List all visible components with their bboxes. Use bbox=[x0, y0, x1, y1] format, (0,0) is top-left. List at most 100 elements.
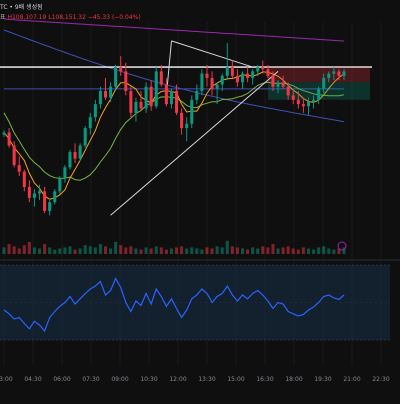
candle-body bbox=[327, 73, 331, 78]
candle-body bbox=[342, 71, 346, 76]
candle-body bbox=[266, 69, 270, 76]
volume-bar bbox=[306, 248, 310, 254]
volume-bar bbox=[83, 245, 87, 254]
volume-bar bbox=[205, 247, 209, 254]
candle-body bbox=[68, 152, 72, 168]
volume-bar bbox=[43, 244, 47, 254]
candle-body bbox=[159, 71, 163, 85]
x-tick-label: 13:30 bbox=[198, 376, 215, 383]
volume-bar bbox=[266, 247, 270, 254]
volume-bar bbox=[22, 245, 26, 254]
candle-body bbox=[38, 191, 42, 194]
candle-body bbox=[220, 75, 224, 85]
candle-body bbox=[53, 191, 57, 203]
candle-body bbox=[210, 77, 214, 89]
volume-bar bbox=[48, 247, 52, 254]
trend-line bbox=[110, 71, 279, 216]
candle-body bbox=[205, 73, 209, 78]
rsi-line bbox=[3, 277, 345, 333]
volume-bar bbox=[240, 248, 245, 254]
volume-bar bbox=[103, 246, 108, 254]
volume-bar bbox=[154, 246, 158, 254]
volume-bar bbox=[149, 248, 153, 254]
volume-bar bbox=[246, 249, 250, 254]
candle-body bbox=[317, 88, 321, 100]
candle-body bbox=[93, 104, 97, 118]
volume-bar bbox=[225, 240, 229, 254]
candle-body bbox=[119, 67, 123, 72]
candle-body bbox=[7, 132, 11, 146]
volume-bar bbox=[53, 249, 57, 254]
volume-bar bbox=[175, 247, 179, 254]
ma-long-line bbox=[3, 18, 345, 42]
trend-line bbox=[171, 40, 253, 68]
volume-bar bbox=[235, 247, 239, 254]
candle-body bbox=[63, 167, 67, 179]
x-tick-label: 04:30 bbox=[24, 376, 41, 383]
candle-body bbox=[134, 101, 138, 113]
header-line-2: 표 H108,107.19 L108,151.32 −45.33 (−0.04%… bbox=[0, 12, 141, 21]
candle-body bbox=[230, 67, 234, 76]
candle-body bbox=[235, 75, 239, 83]
volume-bar bbox=[164, 249, 168, 254]
volume-bar bbox=[261, 246, 265, 254]
candle-body bbox=[225, 67, 229, 76]
candle-body bbox=[98, 91, 102, 105]
candle-body bbox=[291, 95, 295, 100]
candle-body bbox=[43, 191, 47, 211]
candle-body bbox=[281, 82, 285, 87]
volume-bar bbox=[32, 247, 36, 254]
candle-body bbox=[169, 91, 173, 105]
volume-bar bbox=[109, 248, 113, 254]
candle-body bbox=[240, 73, 245, 83]
volume-bar bbox=[93, 247, 97, 254]
candle-body bbox=[195, 91, 199, 100]
candle-body bbox=[109, 86, 113, 98]
volume-bar bbox=[114, 241, 118, 254]
x-tick-label: 03:00 bbox=[0, 376, 13, 383]
x-tick-label: 19:30 bbox=[314, 376, 331, 383]
volume-bar bbox=[251, 247, 255, 254]
volume-bar bbox=[98, 244, 102, 254]
candle-body bbox=[301, 104, 305, 107]
volume-bar bbox=[220, 247, 224, 254]
candle-body bbox=[185, 123, 189, 129]
volume-bar bbox=[301, 247, 305, 254]
volume-bar bbox=[215, 246, 219, 254]
volume-bar bbox=[210, 248, 214, 254]
volume-bar bbox=[342, 247, 346, 254]
candle-body bbox=[124, 71, 128, 92]
candle-body bbox=[322, 77, 326, 89]
candle-body bbox=[88, 117, 92, 129]
volume-bar bbox=[7, 244, 11, 254]
volume-bar bbox=[296, 249, 300, 254]
volume-bar bbox=[276, 248, 280, 254]
volume-bar bbox=[134, 248, 138, 254]
candle-body bbox=[190, 99, 194, 124]
candle-body bbox=[78, 145, 82, 159]
candle-body bbox=[276, 82, 280, 87]
volume-bar bbox=[27, 241, 31, 254]
candle-body bbox=[73, 152, 77, 159]
volume-bar bbox=[73, 249, 77, 254]
candle-body bbox=[103, 91, 108, 98]
volume-bar bbox=[124, 247, 128, 254]
volume-bar bbox=[327, 248, 331, 254]
candle-body bbox=[144, 86, 148, 109]
candle-body bbox=[251, 71, 255, 78]
candle-body bbox=[32, 193, 36, 198]
volume-bar bbox=[256, 248, 260, 254]
candle-body bbox=[83, 128, 87, 146]
ma-fast-line bbox=[3, 71, 345, 200]
volume-bar bbox=[139, 249, 143, 254]
candle-body bbox=[296, 99, 300, 105]
volume-bar bbox=[317, 247, 321, 254]
header-prefix: 표 bbox=[0, 14, 6, 21]
candle-body bbox=[12, 145, 16, 166]
candle-body bbox=[149, 86, 153, 107]
candle-body bbox=[271, 75, 275, 87]
candle-body bbox=[200, 73, 204, 92]
candle-body bbox=[17, 165, 21, 172]
